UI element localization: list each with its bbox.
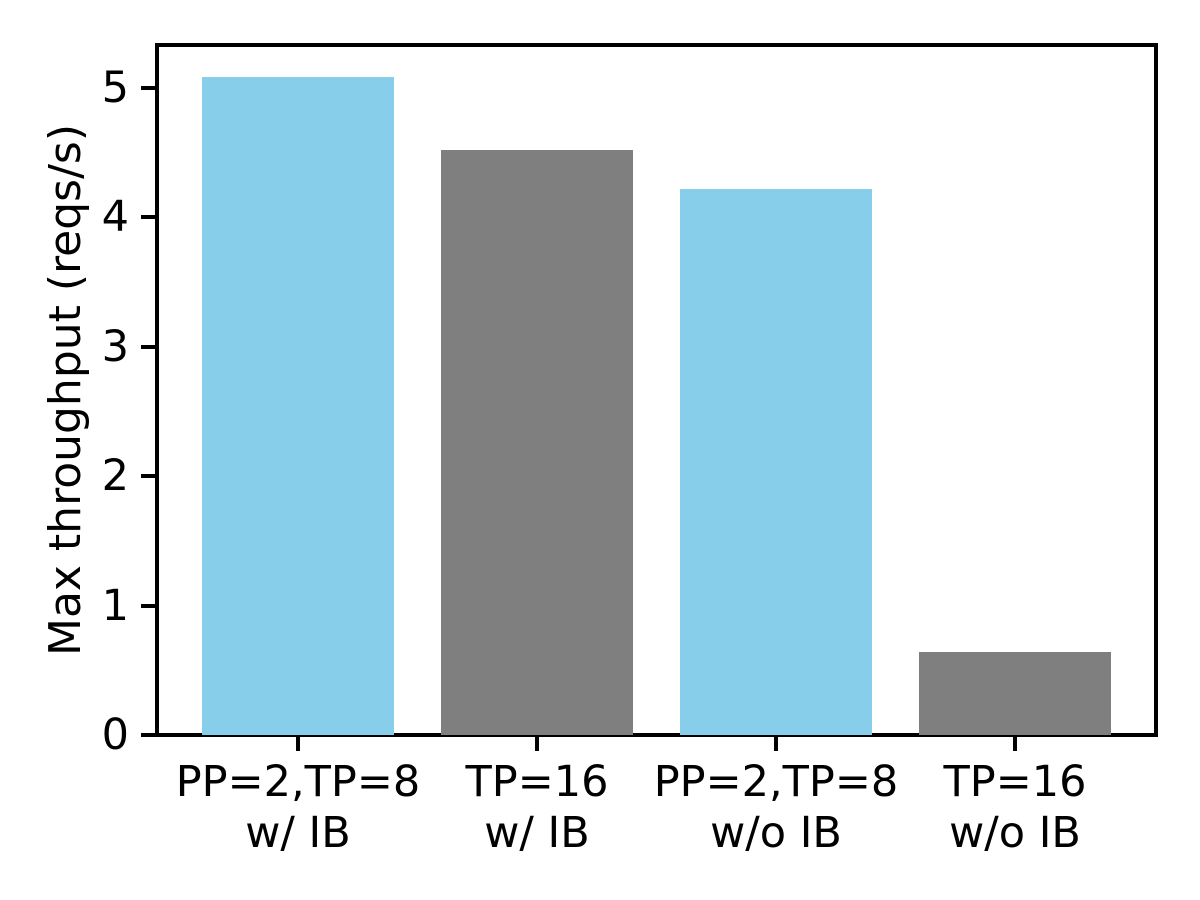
x-tick-label-4: TP=16 w/o IB xyxy=(943,757,1087,858)
y-tick-mark-2 xyxy=(141,474,155,479)
y-tick-label-2: 2 xyxy=(101,451,129,502)
y-tick-label-4: 4 xyxy=(101,192,129,243)
y-tick-label-5: 5 xyxy=(101,62,129,113)
y-tick-mark-4 xyxy=(141,215,155,220)
bar-1 xyxy=(202,77,394,735)
bar-4 xyxy=(919,652,1111,735)
y-tick-mark-3 xyxy=(141,344,155,349)
y-tick-label-0: 0 xyxy=(101,710,129,760)
y-tick-mark-1 xyxy=(141,603,155,608)
x-tick-label-3: PP=2,TP=8 w/o IB xyxy=(653,757,899,858)
x-tick-mark-2 xyxy=(535,737,539,751)
plot-right-spine xyxy=(1154,43,1158,737)
y-tick-label-1: 1 xyxy=(101,580,129,631)
x-tick-label-2: TP=16 w/ IB xyxy=(465,757,609,858)
y-tick-mark-5 xyxy=(141,85,155,90)
x-tick-mark-4 xyxy=(1013,737,1017,751)
bar-3 xyxy=(680,188,872,735)
bar-2 xyxy=(441,149,633,735)
y-axis-title: Max throughput (reqs/s) xyxy=(40,123,91,657)
x-tick-mark-3 xyxy=(774,737,778,751)
plot-left-spine xyxy=(155,43,159,737)
y-tick-label-3: 3 xyxy=(101,321,129,372)
y-tick-mark-0 xyxy=(141,733,155,737)
x-tick-label-1: PP=2,TP=8 w/ IB xyxy=(175,757,421,858)
x-tick-mark-1 xyxy=(296,737,300,751)
plot-bottom-spine xyxy=(155,733,1158,737)
plot-top-spine xyxy=(155,43,1158,47)
